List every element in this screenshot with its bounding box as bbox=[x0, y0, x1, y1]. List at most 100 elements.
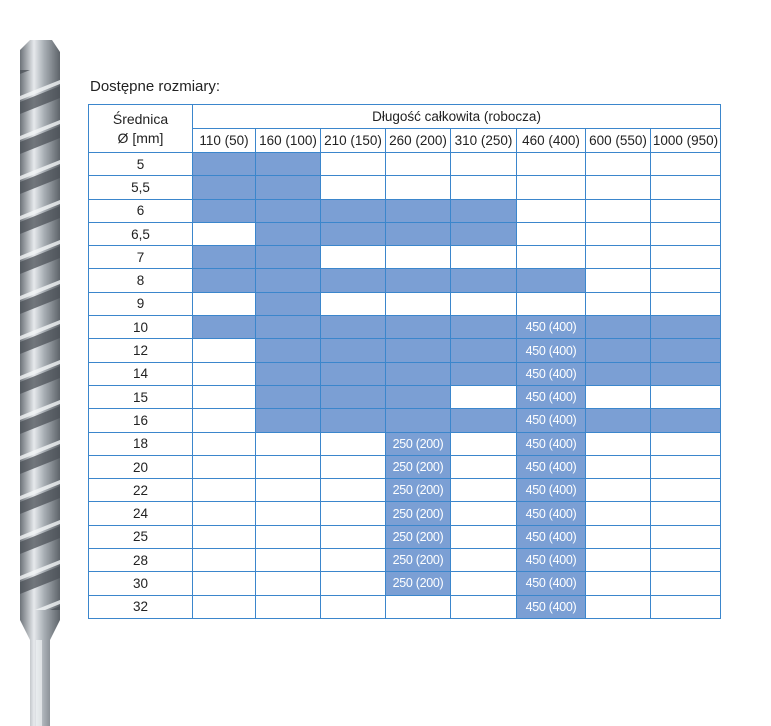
diameter-cell: 22 bbox=[88, 478, 193, 503]
unavailable-cell bbox=[385, 175, 451, 200]
available-cell bbox=[320, 384, 386, 410]
unavailable-cell bbox=[320, 454, 386, 480]
available-cell bbox=[385, 221, 451, 247]
diameter-cell: 9 bbox=[88, 291, 193, 317]
unavailable-cell bbox=[255, 454, 321, 480]
unavailable-cell bbox=[192, 454, 256, 480]
unavailable-cell bbox=[585, 198, 651, 223]
unavailable-cell bbox=[516, 245, 586, 270]
length-column-header: 160 (100) bbox=[255, 128, 321, 153]
diameter-header-label: Średnica bbox=[112, 110, 169, 127]
available-cell bbox=[192, 198, 256, 223]
available-sizes-caption: Dostępne rozmiary: bbox=[90, 78, 221, 95]
available-cell bbox=[649, 361, 722, 386]
unavailable-cell bbox=[320, 478, 386, 503]
available-cell bbox=[255, 315, 321, 340]
unavailable-cell bbox=[192, 291, 256, 317]
unavailable-cell bbox=[255, 548, 321, 573]
unavailable-cell bbox=[192, 571, 256, 596]
unavailable-cell bbox=[320, 291, 386, 317]
available-cell: 450 (400) bbox=[516, 384, 586, 410]
unavailable-cell bbox=[450, 501, 517, 526]
diameter-cell: 6,5 bbox=[88, 221, 193, 247]
available-cell: 250 (200) bbox=[385, 478, 451, 503]
unavailable-cell bbox=[192, 594, 256, 619]
unavailable-cell bbox=[192, 384, 256, 410]
length-header: Długość całkowita (robocza) bbox=[191, 104, 722, 129]
unavailable-cell bbox=[585, 524, 651, 550]
unavailable-cell bbox=[450, 245, 517, 270]
diameter-cell: 18 bbox=[88, 431, 193, 456]
unavailable-cell bbox=[450, 548, 517, 573]
available-cell: 450 (400) bbox=[516, 524, 586, 550]
unavailable-cell bbox=[192, 361, 256, 386]
available-cell bbox=[192, 268, 256, 293]
table-row: 6,5 bbox=[88, 221, 722, 247]
unavailable-cell bbox=[192, 431, 256, 456]
available-cell bbox=[385, 198, 451, 223]
available-cell bbox=[649, 315, 722, 340]
unavailable-cell bbox=[585, 151, 651, 177]
length-column-header: 310 (250) bbox=[450, 128, 517, 153]
table-row: 18 250 (200) 450 (400) bbox=[88, 431, 722, 456]
diameter-cell: 32 bbox=[88, 594, 193, 619]
diameter-cell: 14 bbox=[88, 361, 193, 386]
unavailable-cell bbox=[649, 454, 722, 480]
available-cell: 450 (400) bbox=[516, 501, 586, 526]
available-cell bbox=[385, 361, 451, 386]
available-cell: 450 (400) bbox=[516, 315, 586, 340]
unavailable-cell bbox=[649, 268, 722, 293]
unavailable-cell bbox=[585, 454, 651, 480]
unavailable-cell bbox=[385, 151, 451, 177]
diameter-cell: 24 bbox=[88, 501, 193, 526]
available-cell bbox=[320, 408, 386, 433]
unavailable-cell bbox=[585, 501, 651, 526]
available-cell bbox=[255, 151, 321, 177]
length-column-header: 110 (50) bbox=[192, 128, 256, 153]
unavailable-cell bbox=[192, 501, 256, 526]
available-cell bbox=[192, 315, 256, 340]
unavailable-cell bbox=[320, 524, 386, 550]
diameter-cell: 7 bbox=[88, 245, 193, 270]
length-column-header: 260 (200) bbox=[385, 128, 451, 153]
unavailable-cell bbox=[320, 594, 386, 619]
available-cell bbox=[450, 338, 517, 363]
unavailable-cell bbox=[255, 594, 321, 619]
unavailable-cell bbox=[516, 221, 586, 247]
unavailable-cell bbox=[255, 478, 321, 503]
available-cell bbox=[450, 268, 517, 293]
diameter-cell: 5 bbox=[88, 151, 193, 177]
table-row: 28 250 (200) 450 (400) bbox=[88, 548, 722, 573]
available-cell bbox=[585, 361, 651, 386]
unavailable-cell bbox=[585, 478, 651, 503]
unavailable-cell bbox=[255, 524, 321, 550]
available-cell bbox=[649, 338, 722, 363]
unavailable-cell bbox=[516, 151, 586, 177]
available-cell: 450 (400) bbox=[516, 571, 586, 596]
diameter-cell: 16 bbox=[88, 408, 193, 433]
table-row: 14 450 (400) bbox=[88, 361, 722, 386]
unavailable-cell bbox=[450, 524, 517, 550]
unavailable-cell bbox=[192, 221, 256, 247]
available-cell bbox=[255, 175, 321, 200]
unavailable-cell bbox=[585, 384, 651, 410]
unavailable-cell bbox=[192, 478, 256, 503]
available-cell bbox=[585, 408, 651, 433]
available-cell bbox=[385, 408, 451, 433]
unavailable-cell bbox=[649, 291, 722, 317]
diameter-cell: 5,5 bbox=[88, 175, 193, 200]
unavailable-cell bbox=[385, 594, 451, 619]
unavailable-cell bbox=[320, 571, 386, 596]
available-cell bbox=[192, 151, 256, 177]
available-cell: 250 (200) bbox=[385, 501, 451, 526]
unavailable-cell bbox=[450, 431, 517, 456]
available-cell bbox=[320, 361, 386, 386]
drill-bit-image bbox=[20, 40, 60, 726]
table-row: 5 bbox=[88, 151, 722, 177]
available-cell bbox=[255, 384, 321, 410]
unavailable-cell bbox=[192, 524, 256, 550]
available-cell: 450 (400) bbox=[516, 548, 586, 573]
available-cell bbox=[320, 268, 386, 293]
available-cell bbox=[649, 408, 722, 433]
available-cell bbox=[385, 338, 451, 363]
